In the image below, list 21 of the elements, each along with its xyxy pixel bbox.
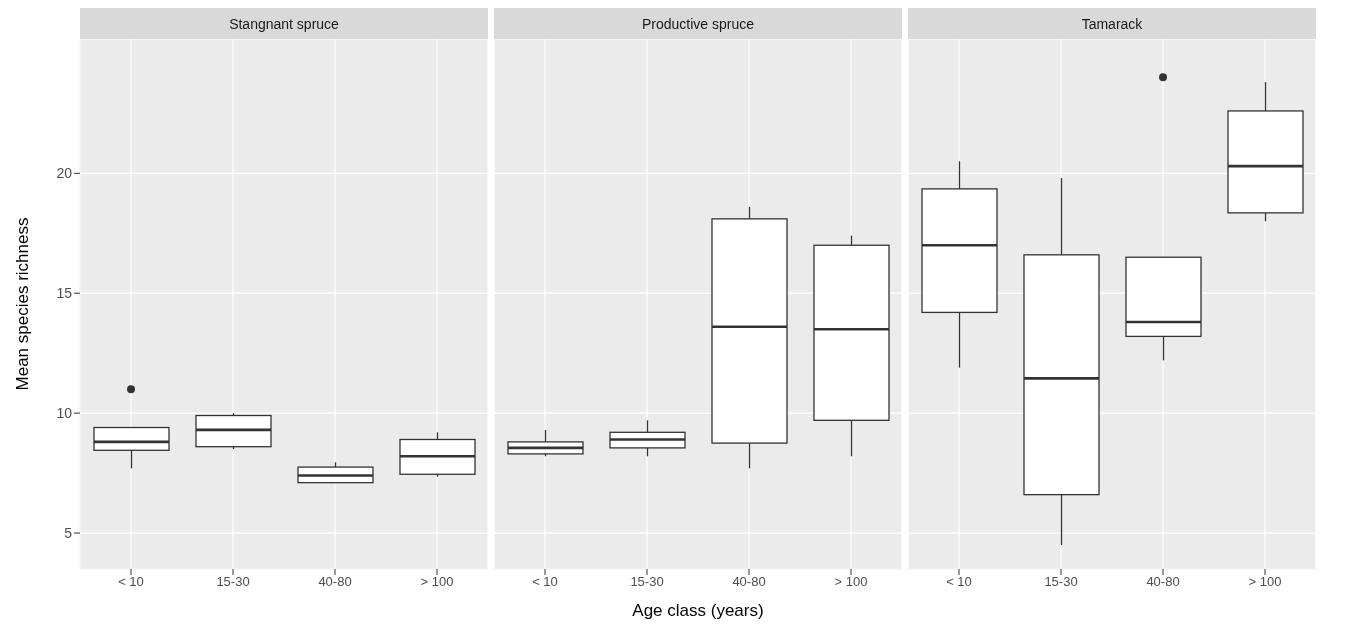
- x-tick-label: 40-80: [732, 574, 766, 590]
- x-tick-label: 15-30: [1044, 574, 1078, 590]
- y-tick-label: 5: [64, 525, 73, 541]
- x-tick-label: 15-30: [630, 574, 664, 590]
- chart-title: Tamarack: [908, 8, 1316, 39]
- y-tick-label: 10: [56, 405, 73, 422]
- x-tick-label: < 10: [946, 574, 972, 590]
- x-tick-label: < 10: [118, 574, 144, 590]
- y-tick-label: 15: [56, 285, 73, 302]
- x-tick-label: 40-80: [318, 574, 352, 590]
- y-tick-label: 20: [56, 165, 73, 182]
- x-tick-label: < 10: [532, 574, 558, 590]
- x-tick-label: > 100: [420, 574, 454, 590]
- x-tick-label: > 100: [1248, 574, 1282, 590]
- chart-title: Stangnant spruce: [80, 8, 488, 39]
- x-tick-label: 15-30: [216, 574, 250, 590]
- x-tick-label: 40-80: [1146, 574, 1180, 590]
- x-axis-title: Age class (years): [631, 601, 765, 621]
- x-tick-label: > 100: [834, 574, 868, 590]
- chart-title: Productive spruce: [494, 8, 902, 39]
- y-axis-title: Mean species richness: [13, 217, 33, 391]
